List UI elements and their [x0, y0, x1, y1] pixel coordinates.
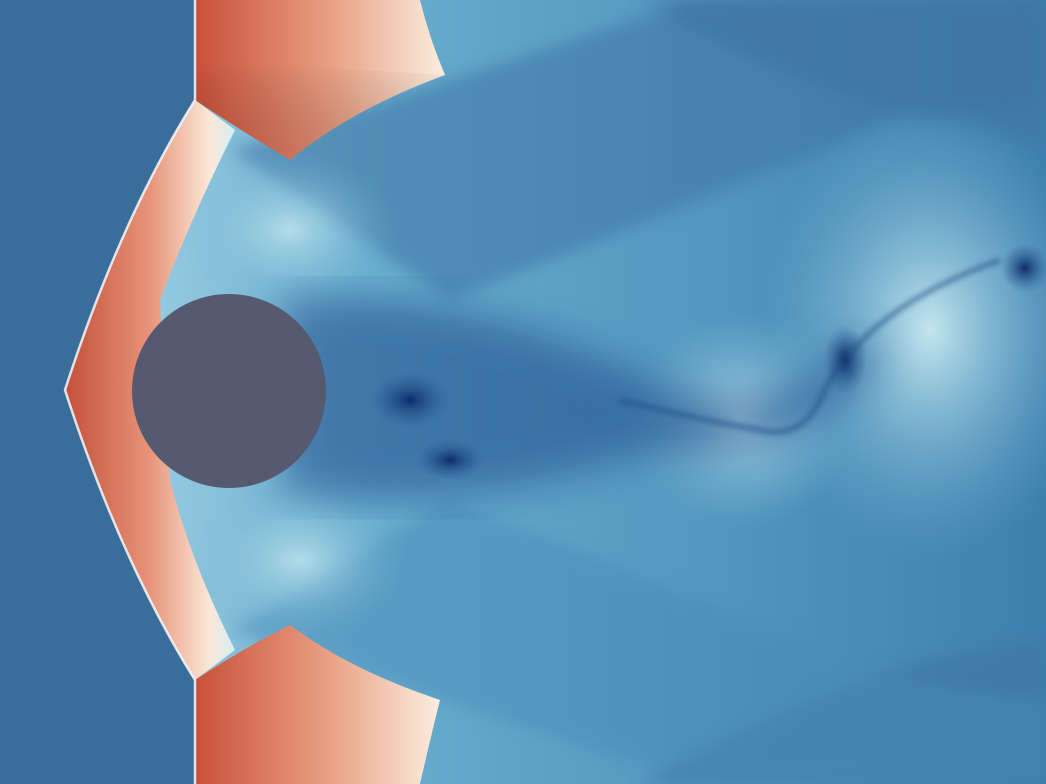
shear-layer	[619, 258, 1001, 434]
compressed-region	[195, 625, 440, 784]
light-lobe	[190, 480, 410, 640]
vortex	[415, 440, 485, 480]
flow-band	[230, 0, 1046, 300]
bow-shock	[63, 0, 197, 784]
compressed-region-shade	[195, 60, 445, 160]
vortex	[1000, 243, 1046, 293]
vortex	[370, 372, 450, 428]
flow-band	[230, 500, 1046, 784]
cylinder	[132, 294, 326, 488]
light-lobe	[180, 150, 400, 310]
